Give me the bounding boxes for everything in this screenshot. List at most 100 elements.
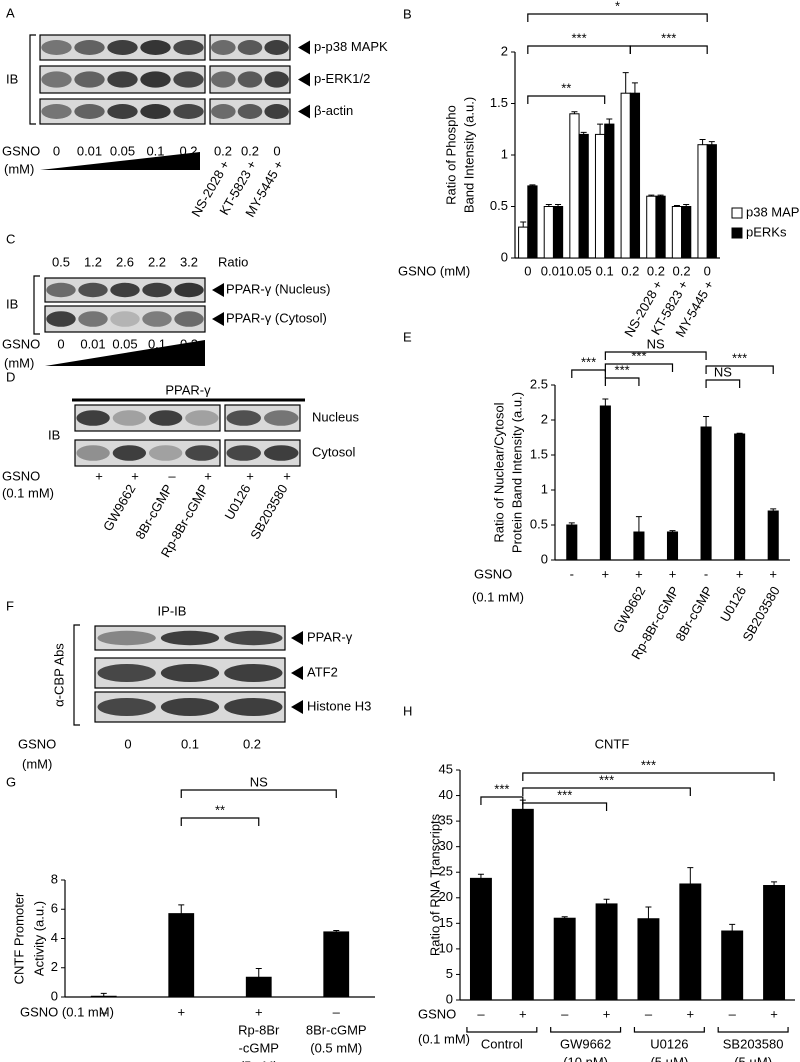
x-tick-label: 0 (524, 263, 531, 278)
error-bar (602, 398, 609, 406)
group-label: SB203580 (723, 1036, 784, 1051)
blot-band (160, 630, 220, 646)
lane-label: 0.1 (146, 143, 164, 158)
significance-bracket (527, 95, 606, 104)
blot-band (226, 445, 261, 461)
y-tick-label: 10 (439, 940, 453, 955)
axis-prefix: GSNO (418, 1006, 456, 1021)
significance-bracket (705, 365, 774, 374)
group-note: (10 nM) (563, 1054, 608, 1062)
error-bar (606, 118, 613, 125)
significance-label: *** (581, 354, 596, 369)
group-bracket (550, 1027, 622, 1033)
ib-label: IB (6, 296, 18, 311)
significance-label: *** (732, 350, 747, 365)
row-label: p-p38 MAPK (314, 39, 388, 54)
y-axis-label: Band Intensity (a.u.) (461, 97, 476, 213)
error-bar (736, 432, 743, 434)
bar (763, 885, 786, 1001)
ratio-label: 1.2 (84, 254, 102, 269)
blot-band (110, 311, 140, 327)
lane-label: 0.05 (112, 336, 137, 351)
bar (168, 913, 195, 998)
group-label: U0126 (650, 1036, 688, 1051)
x-tick-label: + (602, 566, 610, 581)
x-tick-label: 0.2 (673, 263, 691, 278)
blot-band (46, 311, 76, 327)
significance-bracket (604, 377, 640, 386)
error-bar (635, 516, 642, 532)
error-bar (708, 141, 715, 145)
lane-label: 0.01 (77, 143, 102, 158)
y-tick-label: 1.5 (530, 446, 548, 461)
row-label: β-actin (314, 103, 353, 118)
lane-label: 0 (57, 336, 64, 351)
significance-label: *** (571, 30, 586, 45)
gradient-wedge (45, 340, 205, 366)
blot-title: IP-IB (158, 603, 187, 618)
x-tick-label: 0.1 (596, 263, 614, 278)
bracket (29, 34, 36, 125)
significance-label: *** (557, 787, 572, 802)
row-label: PPAR-γ (307, 629, 353, 644)
significance-bracket (522, 787, 691, 796)
error-bar (555, 203, 562, 207)
legend-label: p38 MAPK (746, 204, 800, 219)
blot-band (107, 40, 138, 55)
arrow-head (291, 631, 303, 645)
bar (599, 405, 611, 561)
significance-bracket (705, 379, 741, 388)
blot-band (264, 410, 299, 426)
x-tick-label: 0.2 (621, 263, 639, 278)
blot-band (78, 282, 108, 298)
blot-band (46, 282, 76, 298)
x-tick-label: – (477, 1006, 485, 1021)
blot-band (173, 104, 204, 119)
y-axis-label: CNTF Promoter (11, 892, 26, 984)
significance-bracket (180, 789, 337, 798)
x-tick-label: 0.2 (647, 263, 665, 278)
bar (553, 917, 576, 1001)
y-tick-label: 6 (51, 901, 58, 916)
bar (620, 92, 631, 259)
lane-label: 0.1 (181, 736, 199, 751)
axis-prefix: GSNO (2, 143, 40, 158)
blot-band (76, 445, 110, 461)
y-tick-label: 1 (541, 481, 548, 496)
y-tick-label: 2 (501, 43, 508, 58)
blot-band (41, 40, 72, 55)
error-bar (622, 72, 629, 94)
lane-label: 0 (124, 736, 131, 751)
lane-label: 0.05 (110, 143, 135, 158)
lane-label: 0 (53, 143, 60, 158)
lane-label: 0.2 (214, 143, 232, 158)
blot-band (74, 71, 105, 88)
lane-label: 0.2 (241, 143, 259, 158)
y-tick-label: 15 (439, 915, 453, 930)
blot-band (148, 445, 183, 461)
ratio-title: Ratio (218, 254, 248, 269)
bar (604, 123, 615, 259)
y-tick-label: 2 (51, 959, 58, 974)
significance-label: *** (631, 348, 646, 363)
blot-band (160, 698, 220, 716)
treatment-label: -cGMP (239, 1040, 279, 1055)
x-tick-label: 0.01 (541, 263, 566, 278)
bar (629, 92, 641, 259)
x-tick-label: + (255, 1004, 263, 1019)
row-label: p-ERK1/2 (314, 71, 370, 86)
bar (646, 195, 657, 259)
x-tick-label: - (704, 566, 708, 581)
blot-band (140, 71, 171, 88)
group-label: Control (481, 1036, 523, 1051)
blot-band (97, 664, 156, 682)
blot-band (224, 664, 283, 682)
bar (767, 510, 779, 561)
group-bracket (717, 1027, 789, 1033)
significance-bracket (480, 796, 524, 805)
blot-band (264, 104, 289, 119)
significance-label: NS (714, 364, 732, 379)
group-bracket (633, 1027, 705, 1033)
bar (721, 930, 744, 1001)
y-axis-label: Protein Band Intensity (a.u.) (509, 392, 524, 553)
